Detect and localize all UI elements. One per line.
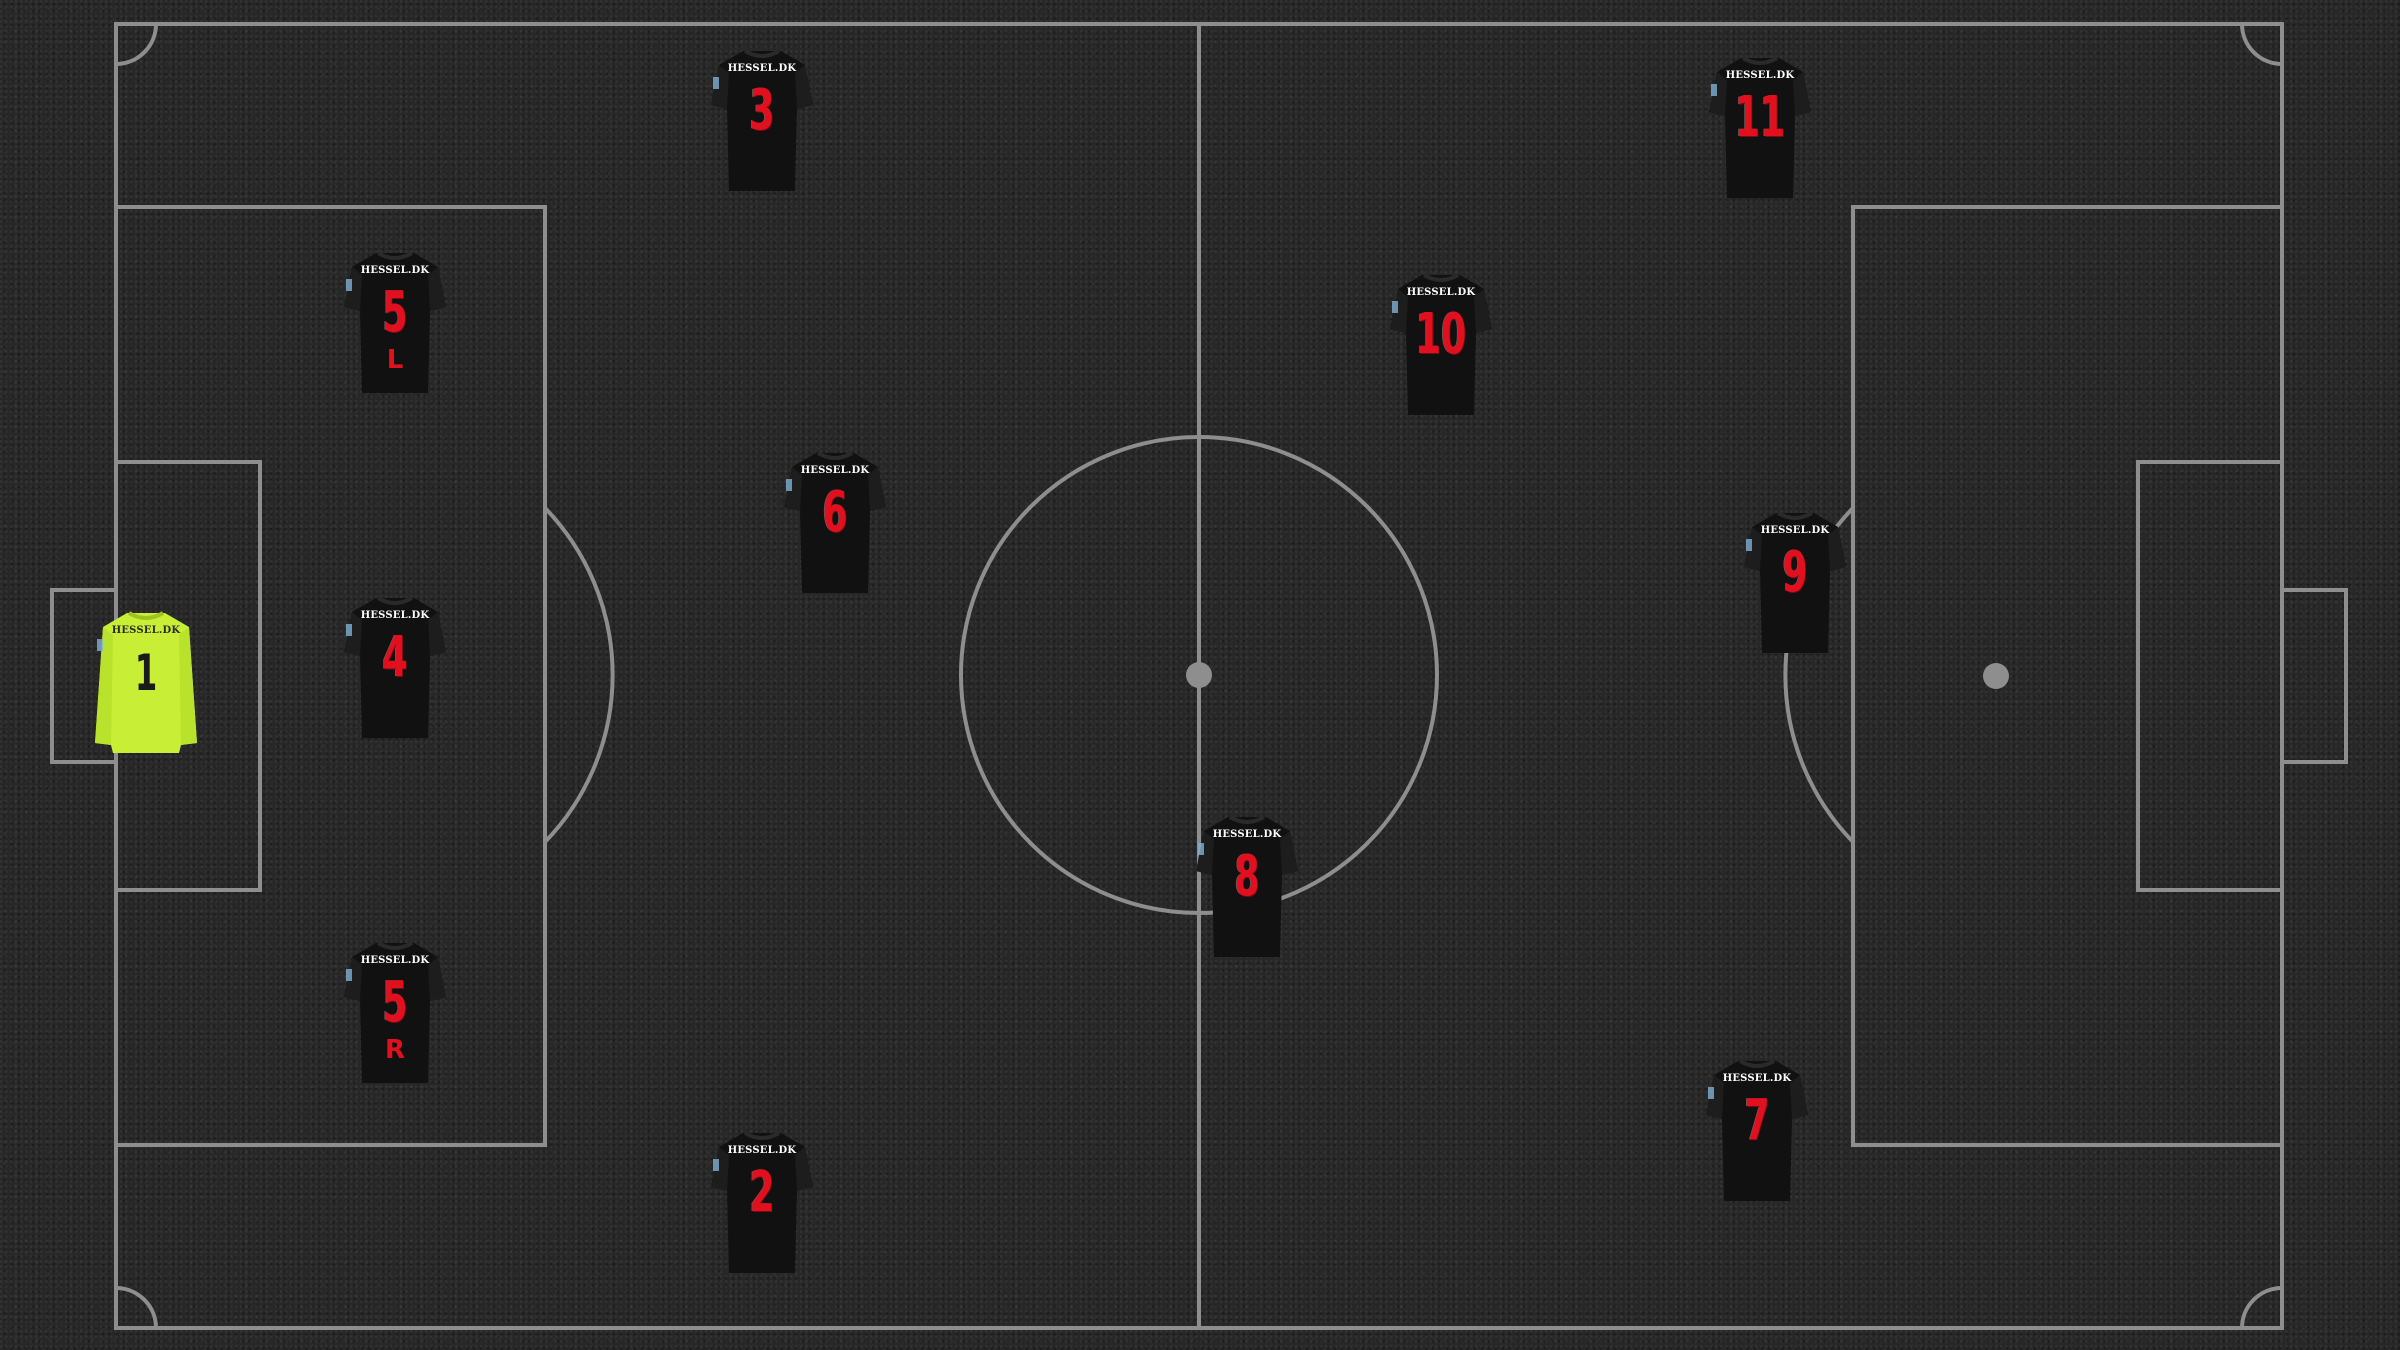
- shirt-number: 6: [822, 480, 848, 545]
- player-shirt[interactable]: HESSEL.DK 2: [707, 1125, 817, 1275]
- shirt-sponsor: HESSEL.DK: [1725, 70, 1795, 81]
- shirt-number: 7: [1744, 1088, 1770, 1153]
- shirt-side-letter: L: [386, 345, 404, 375]
- shirt-sponsor: HESSEL.DK: [1406, 287, 1476, 298]
- shirt-number: 11: [1734, 85, 1786, 150]
- right-goal-area: [2136, 460, 2284, 892]
- goalkeeper-shirt[interactable]: HESSEL.DK 1: [91, 605, 201, 755]
- shirt-sponsor: HESSEL.DK: [1760, 525, 1830, 536]
- left-penalty-arc: [543, 506, 615, 844]
- centre-spot: [1186, 662, 1212, 688]
- shirt-number: 4: [382, 625, 408, 690]
- player-shirt[interactable]: HESSEL.DK 3: [707, 43, 817, 193]
- player-shirt[interactable]: HESSEL.DK 8: [1192, 809, 1302, 959]
- shirt-sponsor: HESSEL.DK: [360, 265, 430, 276]
- shirt-number: 8: [1234, 844, 1260, 909]
- centre-circle: [959, 435, 1439, 915]
- corner-arc-top-left: [115, 23, 158, 66]
- shirt-number: 9: [1782, 540, 1808, 605]
- shirt-sponsor: HESSEL.DK: [360, 610, 430, 621]
- player-shirt[interactable]: HESSEL.DK 4: [340, 590, 450, 740]
- shirt-sponsor: HESSEL.DK: [727, 1145, 797, 1156]
- player-shirt[interactable]: HESSEL.DK 9: [1740, 505, 1850, 655]
- shirt-side-letter: R: [384, 1035, 406, 1065]
- shirt-number: 3: [749, 78, 775, 143]
- shirt-number: 2: [749, 1160, 775, 1225]
- player-shirt[interactable]: HESSEL.DK 5 L: [340, 245, 450, 395]
- shirt-number: 10: [1415, 302, 1467, 367]
- shirt-sponsor: HESSEL.DK: [800, 465, 870, 476]
- shirt-number: 5: [382, 970, 408, 1035]
- corner-arc-top-right: [2240, 23, 2283, 66]
- shirt-sponsor: HESSEL.DK: [360, 955, 430, 966]
- shirt-number: 1: [134, 644, 158, 702]
- shirt-sponsor: HESSEL.DK: [111, 625, 181, 636]
- shirt-sponsor: HESSEL.DK: [727, 63, 797, 74]
- player-shirt[interactable]: HESSEL.DK 10: [1386, 267, 1496, 417]
- right-goal: [2280, 588, 2348, 764]
- shirt-sponsor: HESSEL.DK: [1722, 1073, 1792, 1084]
- right-penalty-spot: [1983, 663, 2009, 689]
- shirt-sponsor: HESSEL.DK: [1212, 829, 1282, 840]
- player-shirt[interactable]: HESSEL.DK 6: [780, 445, 890, 595]
- player-shirt[interactable]: HESSEL.DK 5 R: [340, 935, 450, 1085]
- corner-arc-bottom-left: [115, 1286, 158, 1329]
- right-penalty-area: [1851, 205, 2284, 1147]
- player-shirt[interactable]: HESSEL.DK 7: [1702, 1053, 1812, 1203]
- corner-arc-bottom-right: [2240, 1286, 2283, 1329]
- player-shirt[interactable]: HESSEL.DK 11: [1705, 50, 1815, 200]
- shirt-number: 5: [382, 280, 408, 345]
